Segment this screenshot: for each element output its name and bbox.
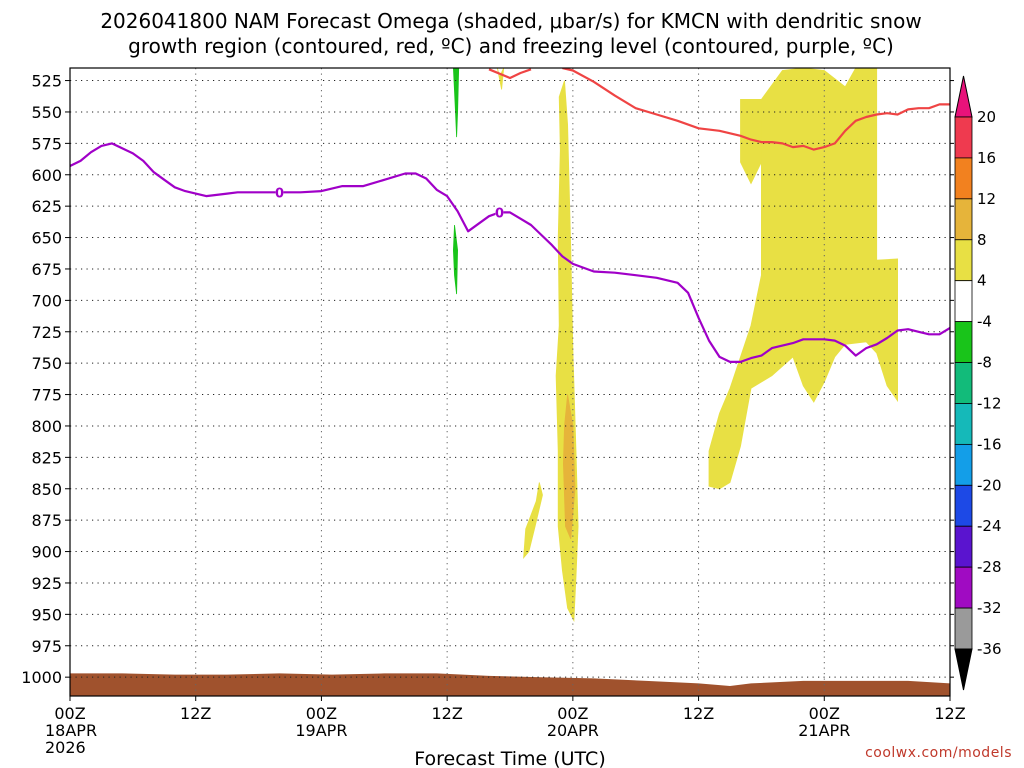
y-axis: 525 550 575 600 625 650 675 700 725 750 775 800 825 8… [21,72,954,687]
terrain-surface [70,673,950,696]
colorbar-label-3: 12 [977,190,996,208]
y-tick-label-625: 625 [31,197,62,216]
colorbar-label-5: 4 [977,272,987,290]
colorbar-label-1: 20 [977,108,996,126]
freezing-label-bg-2 [495,205,504,220]
freezing-level-contour [70,142,950,363]
x-tick-label-48-1: 20APR [547,721,599,740]
x-tick-label-72-1: 21APR [798,721,850,740]
chart-title-line2: growth region (contoured, red, ºC) and f… [128,34,894,58]
y-tick-label-775: 775 [31,386,62,405]
y-tick-label-900: 900 [31,543,62,562]
colorbar-label-6: -4 [977,313,992,331]
y-tick-label-725: 725 [31,323,62,342]
y-tick-label-600: 600 [31,166,62,185]
colorbar-swatch-2 [954,157,973,200]
x-tick-label-0-0: 00Z [54,704,85,723]
colorbar-swatch-1 [954,116,973,159]
x-tick-label-36-0: 12Z [431,704,462,723]
omega-region-4 [562,394,576,540]
x-tick-label-24-0: 00Z [306,704,337,723]
omega-region-1 [708,68,898,490]
colorbar-swatch-10 [954,484,973,527]
omega-region-3 [555,80,579,623]
colorbar-swatch-4 [954,239,973,282]
x-tick-label-0-1: 18APR [45,721,97,740]
colorbar: 20 16 12 8 4 -4 -8 -12 -16 -20 -24 -28 -32 -36 [954,75,1002,691]
colorbar-label-4: 8 [977,231,987,249]
x-tick-label-24-1: 19APR [295,721,347,740]
colorbar-label-12: -28 [977,558,1002,576]
colorbar-swatch-11 [954,525,973,568]
x-tick-label-48-0: 00Z [557,704,588,723]
omega-region-8 [452,224,459,295]
colorbar-swatch-8 [954,403,973,445]
x-tick-label-60-0: 12Z [683,704,714,723]
y-tick-label-650: 650 [31,229,62,248]
colorbar-swatch-6 [954,321,973,363]
plot-frame [69,67,951,697]
dendritic-lower-contour [562,68,950,151]
x-tick-label-72-0: 00Z [809,704,840,723]
colorbar-label-2: 16 [977,149,996,167]
x-tick-label-0-2: 2026 [45,738,86,757]
y-tick-label-950: 950 [31,605,62,624]
colorbar-label-13: -32 [977,599,1002,617]
x-tick-label-84-0: 12Z [934,704,965,723]
freezing-label-bg-1 [275,185,284,200]
colorbar-swatch-13 [954,607,973,650]
colorbar-swatch-9 [954,443,973,486]
y-tick-label-800: 800 [31,417,62,436]
colorbar-label-7: -8 [977,354,992,372]
freezing-label-2: 0 [495,206,504,221]
y-tick-label-825: 825 [31,448,62,467]
y-tick-label-675: 675 [31,260,62,279]
credit-text: coolwx.com/models [865,745,1012,761]
omega-region-6 [497,68,505,90]
colorbar-swatch-12 [954,566,973,609]
colorbar-label-8: -12 [977,394,1002,412]
colorbar-swatch-5 [954,280,973,323]
colorbar-swatch-7 [954,362,973,404]
y-tick-label-525: 525 [31,72,62,91]
x-tick-label-12-0: 12Z [180,704,211,723]
y-tick-label-575: 575 [31,134,62,153]
contour-lines: 00 [70,68,950,363]
y-tick-label-975: 975 [31,637,62,656]
colorbar-label-9: -16 [977,435,1002,453]
colorbar-swatch-3 [954,198,973,241]
colorbar-label-10: -20 [977,476,1002,494]
omega-region-2 [740,99,762,185]
grid [70,68,950,696]
plot-area [70,68,950,696]
colorbar-top-arrow [954,75,973,118]
y-tick-label-550: 550 [31,103,62,122]
y-tick-label-925: 925 [31,574,62,593]
colorbar-bottom-arrow [954,648,973,691]
y-tick-label-750: 750 [31,354,62,373]
y-tick-label-1000: 1000 [21,668,62,687]
omega-region-7 [452,68,460,138]
y-tick-label-875: 875 [31,511,62,530]
y-tick-label-850: 850 [31,480,62,499]
chart-title-line1: 2026041800 NAM Forecast Omega (shaded, μ… [100,9,921,33]
colorbar-label-14: -36 [977,640,1002,658]
y-tick-label-700: 700 [31,291,62,310]
dendritic-upper-contour [488,68,532,80]
colorbar-label-11: -24 [977,517,1002,535]
x-axis-label: Forecast Time (UTC) [414,748,605,768]
freezing-label-1: 0 [275,186,284,201]
